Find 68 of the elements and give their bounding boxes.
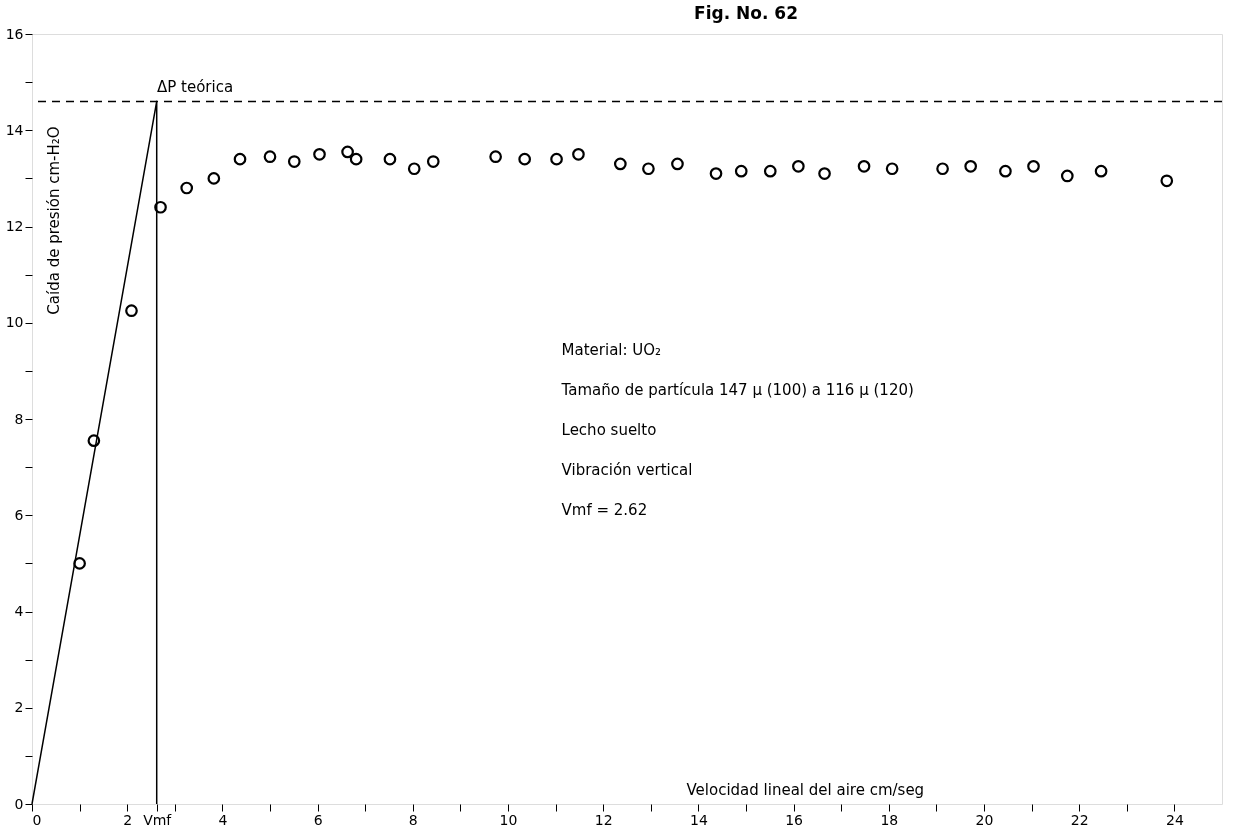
point: [233, 152, 247, 166]
point: [287, 155, 301, 168]
x-tick-label: 22: [1070, 811, 1089, 828]
point: [87, 434, 101, 447]
point: [936, 162, 949, 176]
x-tick-label: 20: [975, 811, 994, 828]
point: [341, 145, 354, 159]
point: [671, 157, 684, 171]
point: [1060, 169, 1074, 183]
point: [857, 160, 871, 173]
point: [572, 147, 585, 161]
point: [1094, 164, 1108, 178]
x-tick-label: 2: [123, 811, 133, 828]
point: [426, 155, 440, 168]
x-tick-label: 8: [408, 811, 418, 828]
point: [613, 157, 627, 171]
y-tick-label: 4: [14, 603, 24, 619]
y-tick-label: 12: [5, 218, 24, 234]
point: [964, 160, 978, 173]
point: [763, 164, 777, 178]
y-tick-label: 16: [5, 25, 24, 42]
y-axis-title: Caída de presión cm-H₂O: [45, 126, 63, 315]
point: [642, 162, 655, 176]
x-tick-label: 6: [313, 811, 323, 828]
point: [709, 167, 723, 180]
x-tick-label: 4: [218, 811, 228, 828]
annotation: Vmf = 2.62: [561, 500, 648, 519]
point: [885, 162, 899, 176]
y-tick-label: 10: [5, 314, 24, 331]
y-tick-label: 14: [5, 121, 24, 138]
point: [383, 152, 397, 166]
y-tick-label: 0: [14, 795, 24, 812]
x-tick-label: Vmf: [143, 811, 173, 828]
point: [792, 160, 805, 173]
point: [407, 162, 421, 176]
chart-title: Fig. No. 62: [694, 3, 798, 23]
point: [349, 152, 363, 166]
y-tick-label: 6: [14, 506, 24, 523]
point: [734, 164, 748, 178]
annotation: Vibración vertical: [561, 460, 693, 479]
annotation: Lecho suelto: [561, 420, 657, 439]
point: [154, 200, 167, 214]
point: [1160, 174, 1174, 188]
y-tick-label: 8: [14, 410, 24, 427]
point: [1027, 160, 1040, 173]
point: [207, 172, 221, 185]
x-tick-label: 14: [689, 811, 708, 828]
annotation: Tamaño de partícula 147 µ (100) a 116 µ (120): [560, 380, 914, 399]
x-tick-label: 18: [880, 811, 899, 828]
point: [263, 150, 277, 164]
point: [180, 181, 194, 195]
x-tick-label: 16: [785, 811, 804, 828]
point: [999, 164, 1012, 178]
x-tick-label: 0: [32, 811, 42, 828]
point: [73, 557, 86, 570]
y-tick-label: 2: [14, 699, 24, 716]
point: [550, 152, 563, 166]
x-tick-label: 12: [594, 811, 613, 828]
point: [489, 150, 502, 164]
ref-line-label: ΔP teórica: [156, 78, 234, 97]
point: [518, 152, 531, 166]
annotation: Material: UO₂: [561, 340, 662, 359]
x-axis-title: Velocidad lineal del aire cm/seg: [686, 781, 925, 799]
x-tick-label: 10: [499, 811, 518, 828]
point: [125, 304, 138, 318]
point: [818, 167, 831, 180]
point: [313, 147, 326, 161]
x-tick-label: 24: [1165, 811, 1184, 828]
